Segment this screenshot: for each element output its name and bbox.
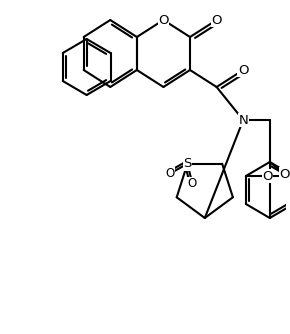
Text: O: O — [262, 169, 273, 182]
Text: S: S — [183, 157, 192, 170]
Text: O: O — [158, 13, 169, 26]
Text: O: O — [165, 167, 174, 180]
Text: O: O — [238, 63, 249, 76]
Text: O: O — [211, 13, 222, 26]
Text: O: O — [279, 167, 290, 180]
Text: N: N — [238, 114, 248, 127]
Text: O: O — [188, 177, 197, 190]
